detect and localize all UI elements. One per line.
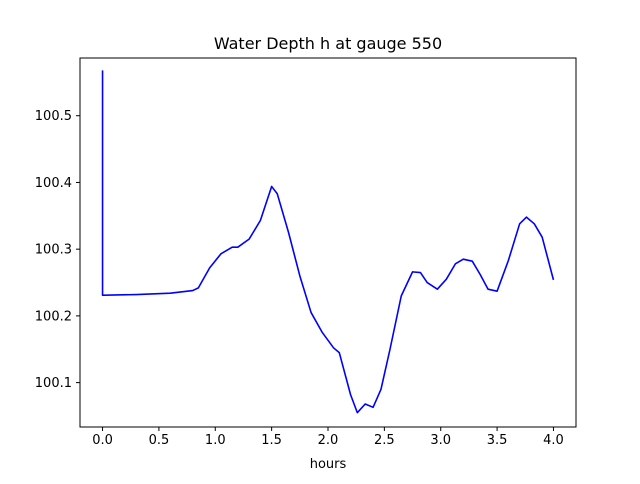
x-tick-label: 3.0	[430, 433, 451, 448]
y-axis-ticks: 100.1 100.2 100.3 100.4 100.5	[35, 109, 80, 391]
x-axis-ticks: 0.0 0.5 1.0 1.5 2.0 2.5 3.0 3.5 4.0	[92, 427, 564, 448]
y-tick-label: 100.2	[35, 309, 72, 324]
plot-area	[101, 70, 555, 414]
x-tick-label: 1.5	[261, 433, 282, 448]
y-tick-label: 100.1	[35, 376, 72, 391]
y-tick-label: 100.3	[35, 243, 72, 258]
x-axis-label: hours	[310, 457, 347, 472]
x-tick-label: 2.0	[318, 433, 339, 448]
y-tick-label: 100.5	[35, 109, 72, 124]
x-tick-label: 0.5	[149, 433, 170, 448]
axes-frame	[79, 57, 577, 428]
x-tick-label: 3.5	[487, 433, 508, 448]
x-tick-label: 0.0	[92, 433, 113, 448]
x-tick-label: 1.0	[205, 433, 226, 448]
series-line-0	[101, 70, 555, 414]
y-tick-label: 100.4	[35, 176, 72, 191]
chart-title: Water Depth h at gauge 550	[214, 34, 442, 53]
x-tick-label: 4.0	[543, 433, 564, 448]
x-tick-label: 2.5	[374, 433, 395, 448]
